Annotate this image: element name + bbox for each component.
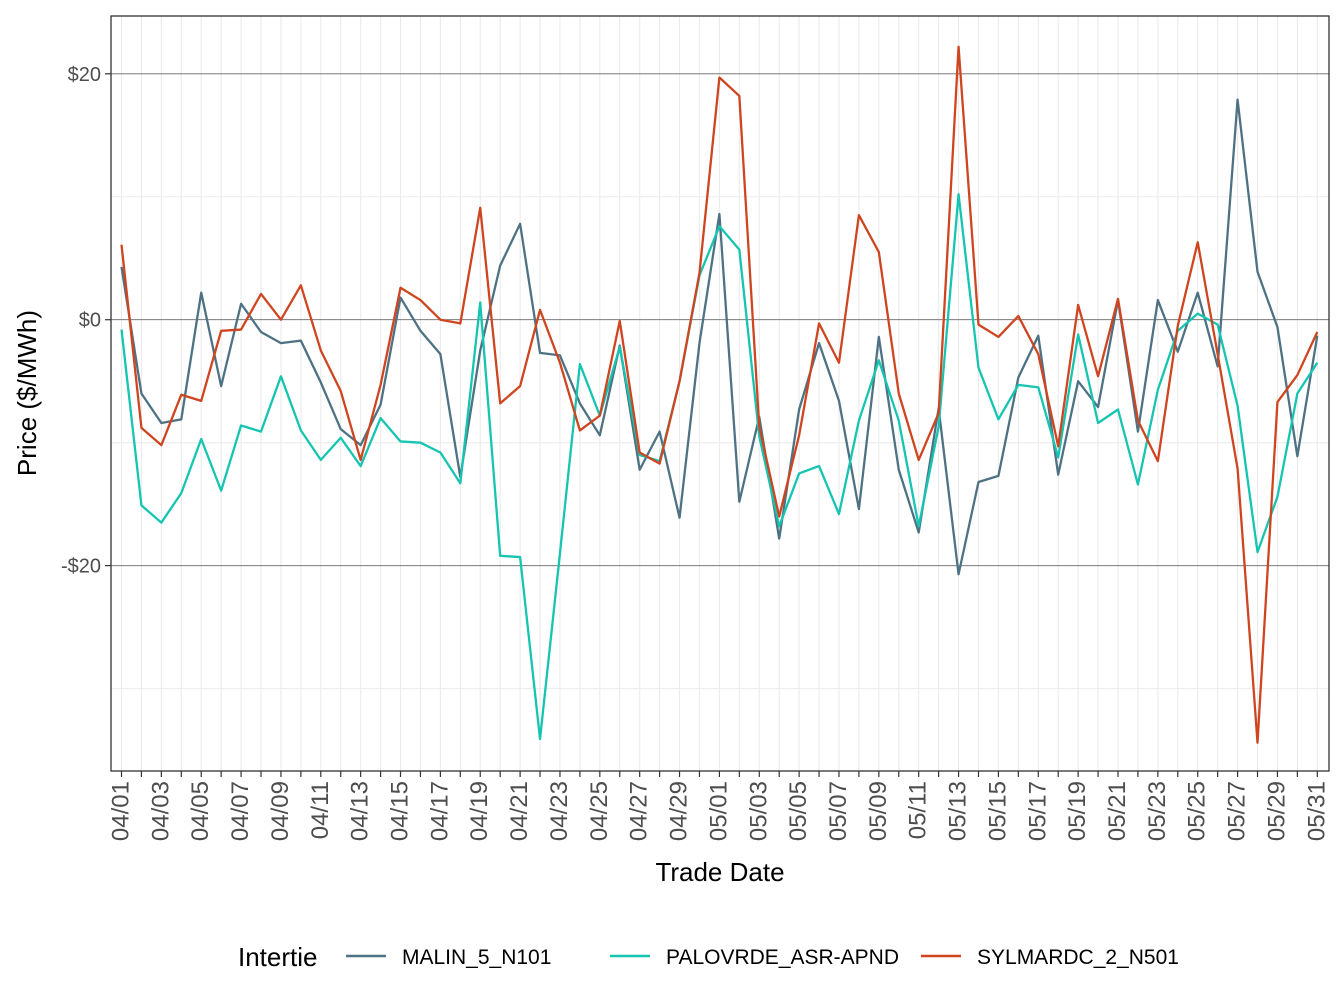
x-tick-label: 04/17 [426, 781, 453, 841]
x-axis-title: Trade Date [655, 857, 784, 887]
x-tick-label: 05/11 [905, 781, 932, 839]
x-tick-label: 05/29 [1263, 781, 1290, 841]
x-tick-label: 05/07 [825, 781, 852, 841]
x-tick-label: 04/19 [466, 781, 493, 841]
major-gridlines [111, 73, 1329, 567]
x-tick-label: 05/01 [705, 781, 732, 841]
y-axis-title: Price ($/MWh) [12, 310, 42, 476]
legend: Intertie MALIN_5_N101 PALOVRDE_ASR-APND SY… [238, 942, 1179, 972]
x-tick-label: 04/29 [666, 781, 693, 841]
legend-label: PALOVRDE_ASR-APND [666, 946, 899, 969]
x-tick-label: 05/19 [1064, 781, 1091, 841]
minor-gridlines [111, 16, 1329, 771]
x-tick-label: 05/17 [1024, 781, 1051, 841]
y-tick-label: $20 [68, 64, 101, 86]
x-tick-label: 05/13 [945, 781, 972, 841]
legend-items: MALIN_5_N101 PALOVRDE_ASR-APND SYLMARDC_2_… [346, 946, 1179, 969]
x-tick-label: 04/13 [347, 781, 374, 841]
legend-label: SYLMARDC_2_N501 [977, 946, 1179, 969]
x-tick-label: 05/23 [1144, 781, 1171, 841]
x-tick-label: 05/03 [745, 781, 772, 841]
x-tick-label: 05/05 [785, 781, 812, 841]
x-tick-label: 04/03 [147, 781, 174, 841]
x-axis: 04/01 04/03 04/05 04/07 04/09 04/11 04/13 04/15… [108, 771, 1330, 841]
x-tick-label: 05/25 [1184, 781, 1211, 841]
y-axis: $20 $0 -$20 [61, 64, 111, 578]
x-tick-label: 04/05 [187, 781, 214, 841]
legend-item: SYLMARDC_2_N501 [921, 946, 1179, 969]
x-tick-label: 04/09 [267, 781, 294, 841]
x-tick-label: 04/07 [227, 781, 254, 841]
x-tick-label: 04/15 [387, 781, 414, 841]
legend-label: MALIN_5_N101 [402, 946, 551, 969]
x-tick-label: 04/27 [626, 781, 653, 841]
x-tick-label: 05/09 [865, 781, 892, 841]
series-lines [120, 45, 1319, 744]
x-tick-label: 04/25 [586, 781, 613, 841]
x-tick-label: 05/27 [1224, 781, 1251, 841]
y-tick-label: $0 [79, 310, 101, 332]
legend-item: MALIN_5_N101 [346, 946, 551, 969]
x-tick-label: 05/21 [1104, 781, 1131, 841]
legend-item: PALOVRDE_ASR-APND [610, 946, 899, 969]
x-tick-label: 04/23 [546, 781, 573, 841]
x-tick-label: 04/01 [108, 781, 135, 841]
plot-panel-border [110, 15, 1330, 772]
x-tick-label: 05/15 [984, 781, 1011, 841]
series-line-2 [120, 45, 1319, 744]
legend-title: Intertie [238, 942, 318, 972]
y-tick-label: -$20 [61, 556, 101, 578]
x-tick-label: 04/21 [506, 781, 533, 841]
series-line-1 [120, 193, 1319, 741]
x-tick-label: 05/31 [1303, 781, 1330, 841]
x-tick-label: 04/11 [307, 781, 334, 839]
